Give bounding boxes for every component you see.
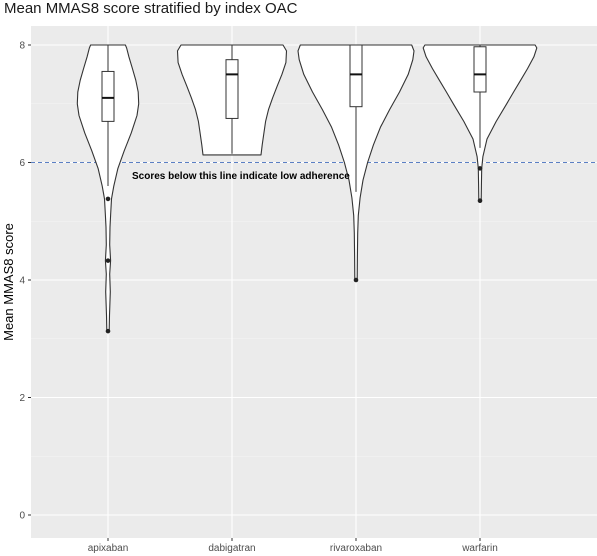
reference-line-annotation: Scores below this line indicate low adhe… [132, 171, 350, 182]
outlier-point-warfarin [477, 198, 483, 203]
axes: 0 2 4 6 8 apixaban dabigatran rivaroxaban warfar… [19, 41, 497, 555]
y-tick-label: 2 [19, 393, 25, 404]
boxplots [101, 44, 487, 192]
x-tick-label-dabigatran: dabigatran [208, 543, 255, 554]
y-tick-label: 0 [19, 511, 25, 522]
box-warfarin [473, 46, 487, 93]
x-tick-label-apixaban: apixaban [88, 543, 129, 554]
outlier-point-apixaban [105, 328, 111, 334]
box-apixaban [101, 70, 115, 122]
x-tick-label-rivaroxaban: rivaroxaban [330, 543, 382, 554]
outlier-points [105, 166, 483, 334]
chart-title: Mean MMAS8 score stratified by index OAC [4, 0, 298, 17]
x-tick-label-warfarin: warfarin [461, 543, 498, 554]
box-dabigatran [225, 59, 239, 119]
outlier-point-apixaban [105, 196, 111, 202]
y-tick-label: 6 [19, 158, 25, 169]
outlier-point-warfarin [477, 166, 483, 171]
y-tick-label: 4 [19, 276, 25, 287]
violin-apixaban [76, 44, 140, 332]
outlier-point-rivaroxaban [353, 277, 359, 283]
y-tick-label: 8 [19, 41, 25, 52]
box-rivaroxaban [349, 44, 363, 108]
y-axis-title: Mean MMAS8 score [1, 223, 16, 341]
outlier-point-apixaban [105, 258, 111, 263]
